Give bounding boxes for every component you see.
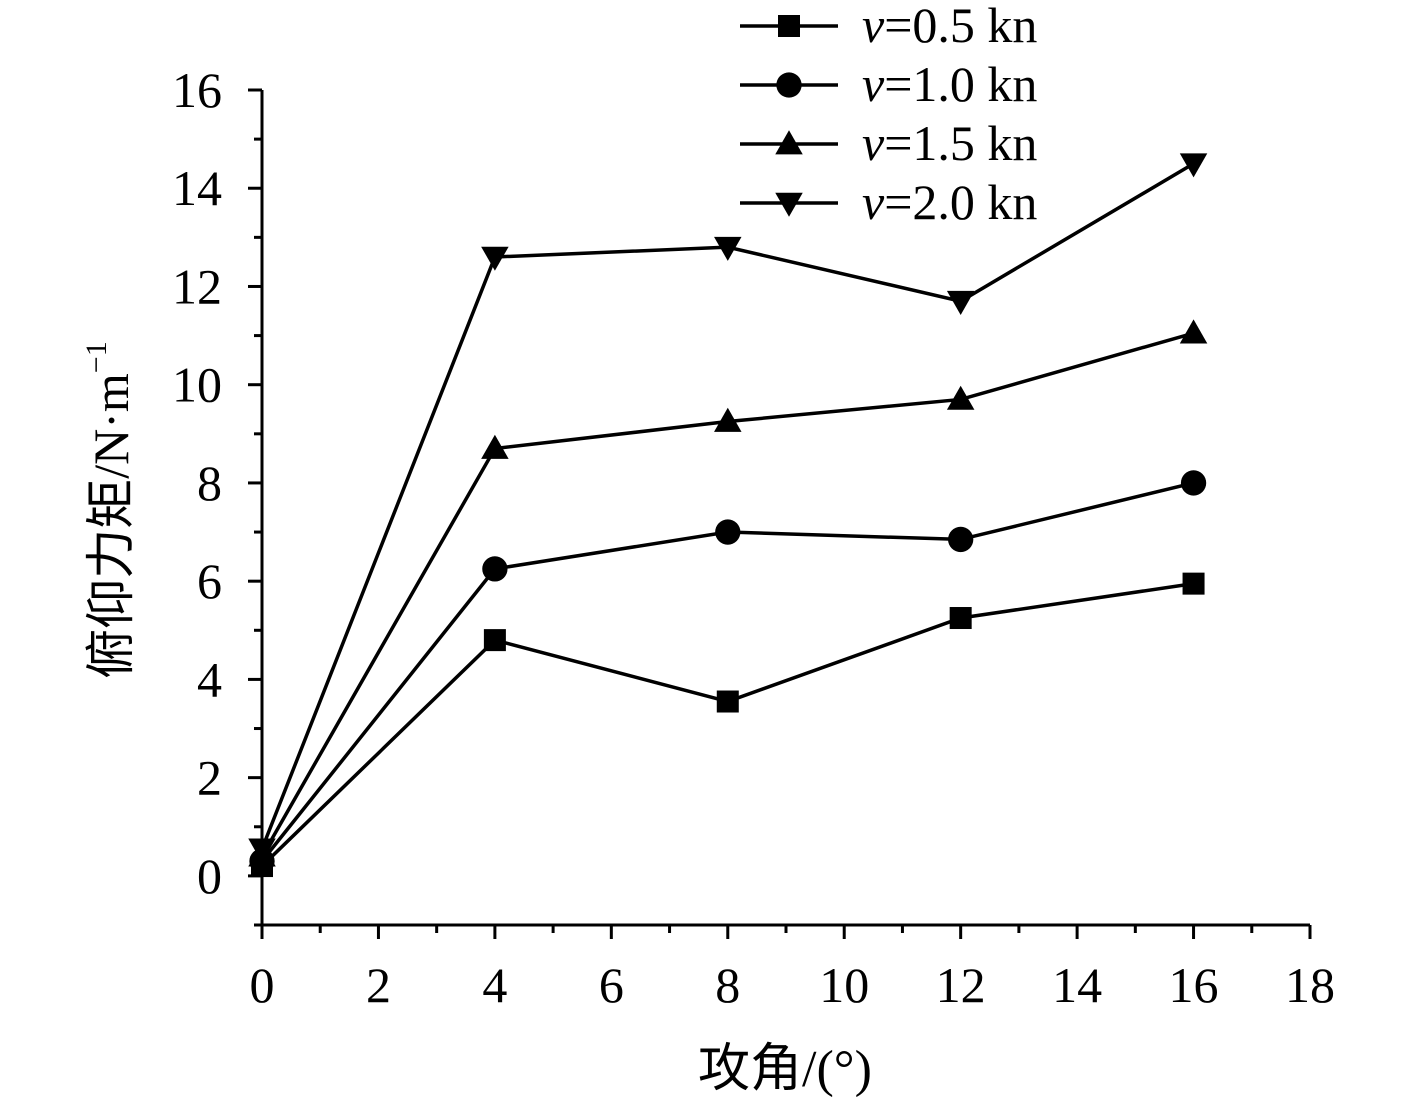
marker-circle: [1180, 470, 1207, 496]
x-tick-label: 16: [1169, 957, 1219, 1013]
marker-triangle-down: [481, 246, 509, 271]
marker-triangle-down: [1179, 153, 1208, 178]
marker-triangle-up: [946, 385, 975, 410]
x-tick-label: 2: [366, 957, 391, 1013]
marker-circle: [948, 526, 974, 553]
marker-triangle-up: [714, 407, 742, 432]
series-1: [251, 572, 1205, 878]
legend-label: v=1.0 kn: [862, 56, 1037, 112]
marker-square: [716, 690, 739, 713]
marker-square: [949, 607, 972, 630]
series-2: [249, 470, 1207, 874]
legend-entry: v=2.0 kn: [740, 174, 1037, 230]
x-tick-label: 14: [1052, 957, 1102, 1013]
x-tick-label: 4: [482, 957, 507, 1013]
x-tick-label: 6: [599, 957, 624, 1013]
legend-label-rest: =1.5 kn: [884, 115, 1037, 171]
series-line: [260, 162, 1195, 850]
marker-triangle-down: [946, 290, 975, 315]
y-tick-label: 12: [172, 258, 222, 314]
series-layer: [248, 153, 1208, 878]
y-tick-label: 14: [172, 160, 222, 216]
x-axis-title: 攻角/(°): [698, 1041, 872, 1097]
y-axis-title-sup: −1: [80, 341, 113, 373]
y-axis-title-text: 俯仰力矩/N·m: [83, 373, 139, 679]
legend-label-rest: =0.5 kn: [884, 0, 1037, 53]
legend-label-rest: =2.0 kn: [884, 174, 1037, 230]
marker-triangle-up: [775, 130, 803, 155]
marker-circle: [715, 519, 741, 545]
marker-triangle-down: [775, 192, 803, 217]
y-tick-label: 10: [172, 357, 222, 413]
series-line: [260, 581, 1194, 868]
legend-entry: v=1.5 kn: [740, 115, 1037, 171]
marker-circle: [776, 72, 802, 98]
legend-label-var: v: [862, 115, 885, 171]
axes: 0 2 4 6 8 10 12 14 16 18 0 2 4 6 8 10 12 14 16: [172, 62, 1335, 1013]
marker-triangle-up: [481, 434, 509, 459]
marker-triangle-up: [1179, 319, 1208, 344]
legend-label: v=1.5 kn: [862, 115, 1037, 171]
y-axis-title: 俯仰力矩/N·m−1: [80, 341, 139, 678]
legend-label-var: v: [862, 174, 885, 230]
legend-label-rest: =1.0 kn: [884, 56, 1037, 112]
marker-triangle-down: [714, 236, 742, 261]
x-tick-label: 0: [250, 957, 275, 1013]
marker-square: [778, 15, 800, 37]
legend-entry: v=0.5 kn: [740, 0, 1037, 53]
legend-label: v=2.0 kn: [862, 174, 1037, 230]
series-4: [248, 153, 1208, 863]
y-tick-label: 0: [197, 848, 222, 904]
marker-circle: [482, 556, 508, 582]
y-tick-label: 2: [197, 750, 222, 806]
marker-square: [1182, 572, 1205, 595]
y-tick-label: 4: [197, 651, 222, 707]
y-tick-label: 8: [197, 455, 222, 511]
x-tick-label: 8: [715, 957, 740, 1013]
x-tick-label: 12: [936, 957, 986, 1013]
x-tick-label: 18: [1285, 957, 1335, 1013]
legend-label-var: v: [862, 56, 885, 112]
legend-label: v=0.5 kn: [862, 0, 1037, 53]
marker-square: [483, 629, 506, 652]
marker-triangle-down: [248, 838, 276, 863]
y-tick-label: 16: [172, 62, 222, 118]
legend: v=0.5 knv=1.0 knv=1.5 knv=2.0 kn: [740, 0, 1037, 230]
y-tick-label: 6: [197, 553, 222, 609]
legend-label-var: v: [862, 0, 885, 53]
legend-entry: v=1.0 kn: [740, 56, 1037, 112]
x-tick-label: 10: [819, 957, 869, 1013]
series-3: [248, 319, 1208, 867]
